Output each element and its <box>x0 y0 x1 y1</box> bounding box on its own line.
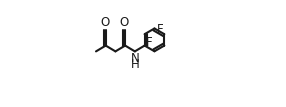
Text: N: N <box>131 52 140 65</box>
Text: O: O <box>100 16 110 29</box>
Text: F: F <box>156 23 163 36</box>
Text: O: O <box>120 16 129 29</box>
Text: F: F <box>146 36 153 49</box>
Text: H: H <box>131 58 140 71</box>
